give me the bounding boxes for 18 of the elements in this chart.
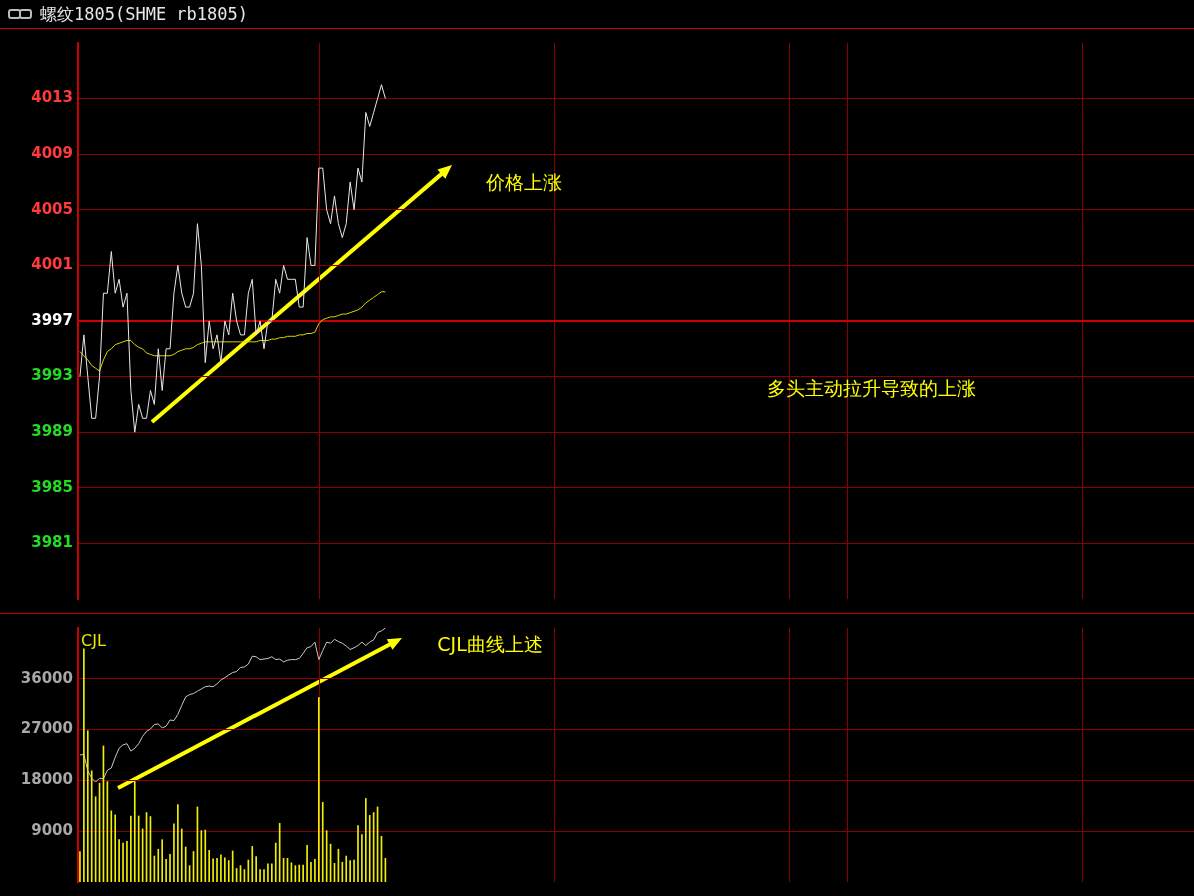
y-tick-label: 3985 [31,477,73,496]
y-tick-label: 18000 [20,770,73,789]
y-tick-label: 4009 [31,144,73,163]
y-tick-label: 9000 [31,821,73,840]
y-tick-label: 3989 [31,422,73,441]
chart-title: CJL [81,631,106,651]
annotation: CJL曲线上述 [437,632,543,655]
y-tick-label: 4005 [31,199,73,218]
y-tick-label: 27000 [20,719,73,738]
y-tick-label: 3993 [31,366,73,385]
annotation: 价格上涨 [485,170,563,193]
y-tick-label: 3981 [31,533,73,552]
y-tick-label: 4001 [31,255,73,274]
annotation: 多头主动拉升导致的上涨 [766,376,976,399]
chart-title: 螺纹1805(SHME rb1805) [40,2,248,26]
y-tick-label: 3997 [31,310,73,329]
y-tick-label: 36000 [20,668,73,687]
y-tick-label: 4013 [31,88,73,107]
